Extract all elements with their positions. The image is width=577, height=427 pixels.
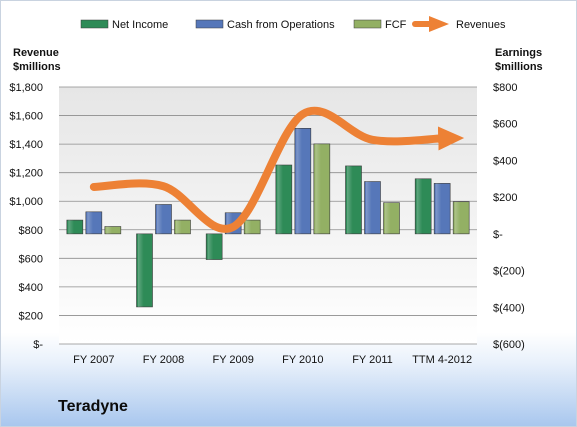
right-tick-label: $200 [493,192,517,204]
legend-arrow [429,16,449,32]
left-tick-label: $400 [19,282,43,294]
bar-highlight [385,202,391,234]
right-tick-label: $800 [493,82,517,94]
bar-highlight [296,128,302,234]
category-label: TTM 4-2012 [412,354,472,366]
category-label: FY 2008 [143,354,184,366]
legend: Net Income Cash from Operations FCF Revenue… [80,16,506,32]
bar-highlight [315,143,321,234]
bar-highlight [106,226,112,234]
left-tick-label: $800 [19,225,43,237]
bar-highlight [176,220,182,234]
left-tick-label: $- [33,339,43,351]
legend-swatch [195,19,224,29]
gridlines [59,86,477,345]
right-tick-label: $- [493,229,503,241]
right-tick-label: $(400) [493,302,525,314]
right-axis-title-line1: Earnings [495,47,542,59]
category-axis: FY 2007 FY 2008 FY 2009 FY 2010 FY 2011 TTM 4… [73,354,472,366]
bar-highlight [245,220,252,234]
right-tick-label: $400 [493,155,517,167]
category-label: FY 2009 [212,354,253,366]
legend-label: Net Income [112,19,168,31]
right-tick-label: $(200) [493,266,525,278]
legend-label: FCF [385,19,407,31]
bar-highlight [226,212,233,234]
left-axis-title-line2: $millions [13,61,61,73]
bar-highlight [207,233,214,260]
left-axis-title-line1: Revenue [13,47,59,59]
right-axis: $(600) $(400) $(200) $- $200 $400 $600 $800 [493,82,525,351]
right-tick-label: $(600) [493,339,525,351]
left-tick-label: $600 [19,253,43,265]
bar-highlight [454,201,461,234]
bar-highlight [87,211,93,234]
left-tick-label: $1,400 [9,139,43,151]
left-tick-label: $1,800 [9,82,43,94]
left-tick-label: $1,600 [9,111,43,123]
bar-highlight [416,178,423,234]
right-tick-label: $600 [493,119,517,131]
bar-highlight [347,165,353,234]
bar-highlight [138,233,144,307]
company-name: Teradyne [58,398,128,415]
category-label: FY 2011 [352,354,393,366]
plot-area [59,87,477,344]
revenues-line [89,106,465,233]
right-axis-title-line2: $millions [495,61,543,73]
bar-fcf [104,226,122,235]
legend-label: Revenues [456,19,506,31]
left-tick-label: $1,200 [9,168,43,180]
legend-swatch [353,19,382,29]
bar-highlight [435,183,442,234]
legend-label: Cash from Operations [227,19,335,31]
bar-highlight [68,220,74,234]
left-axis: $- $200 $400 $600 $800 $1,000 $1,200 $1,400 $1,6… [9,82,43,351]
category-label: FY 2007 [73,354,114,366]
category-label: FY 2010 [282,354,323,366]
bar-highlight [277,165,283,234]
left-tick-label: $1,000 [9,196,43,208]
bar-highlight [366,181,372,234]
bar-highlight [157,204,163,234]
left-tick-label: $200 [19,310,43,322]
line-series [89,106,465,233]
legend-swatch [80,19,109,29]
